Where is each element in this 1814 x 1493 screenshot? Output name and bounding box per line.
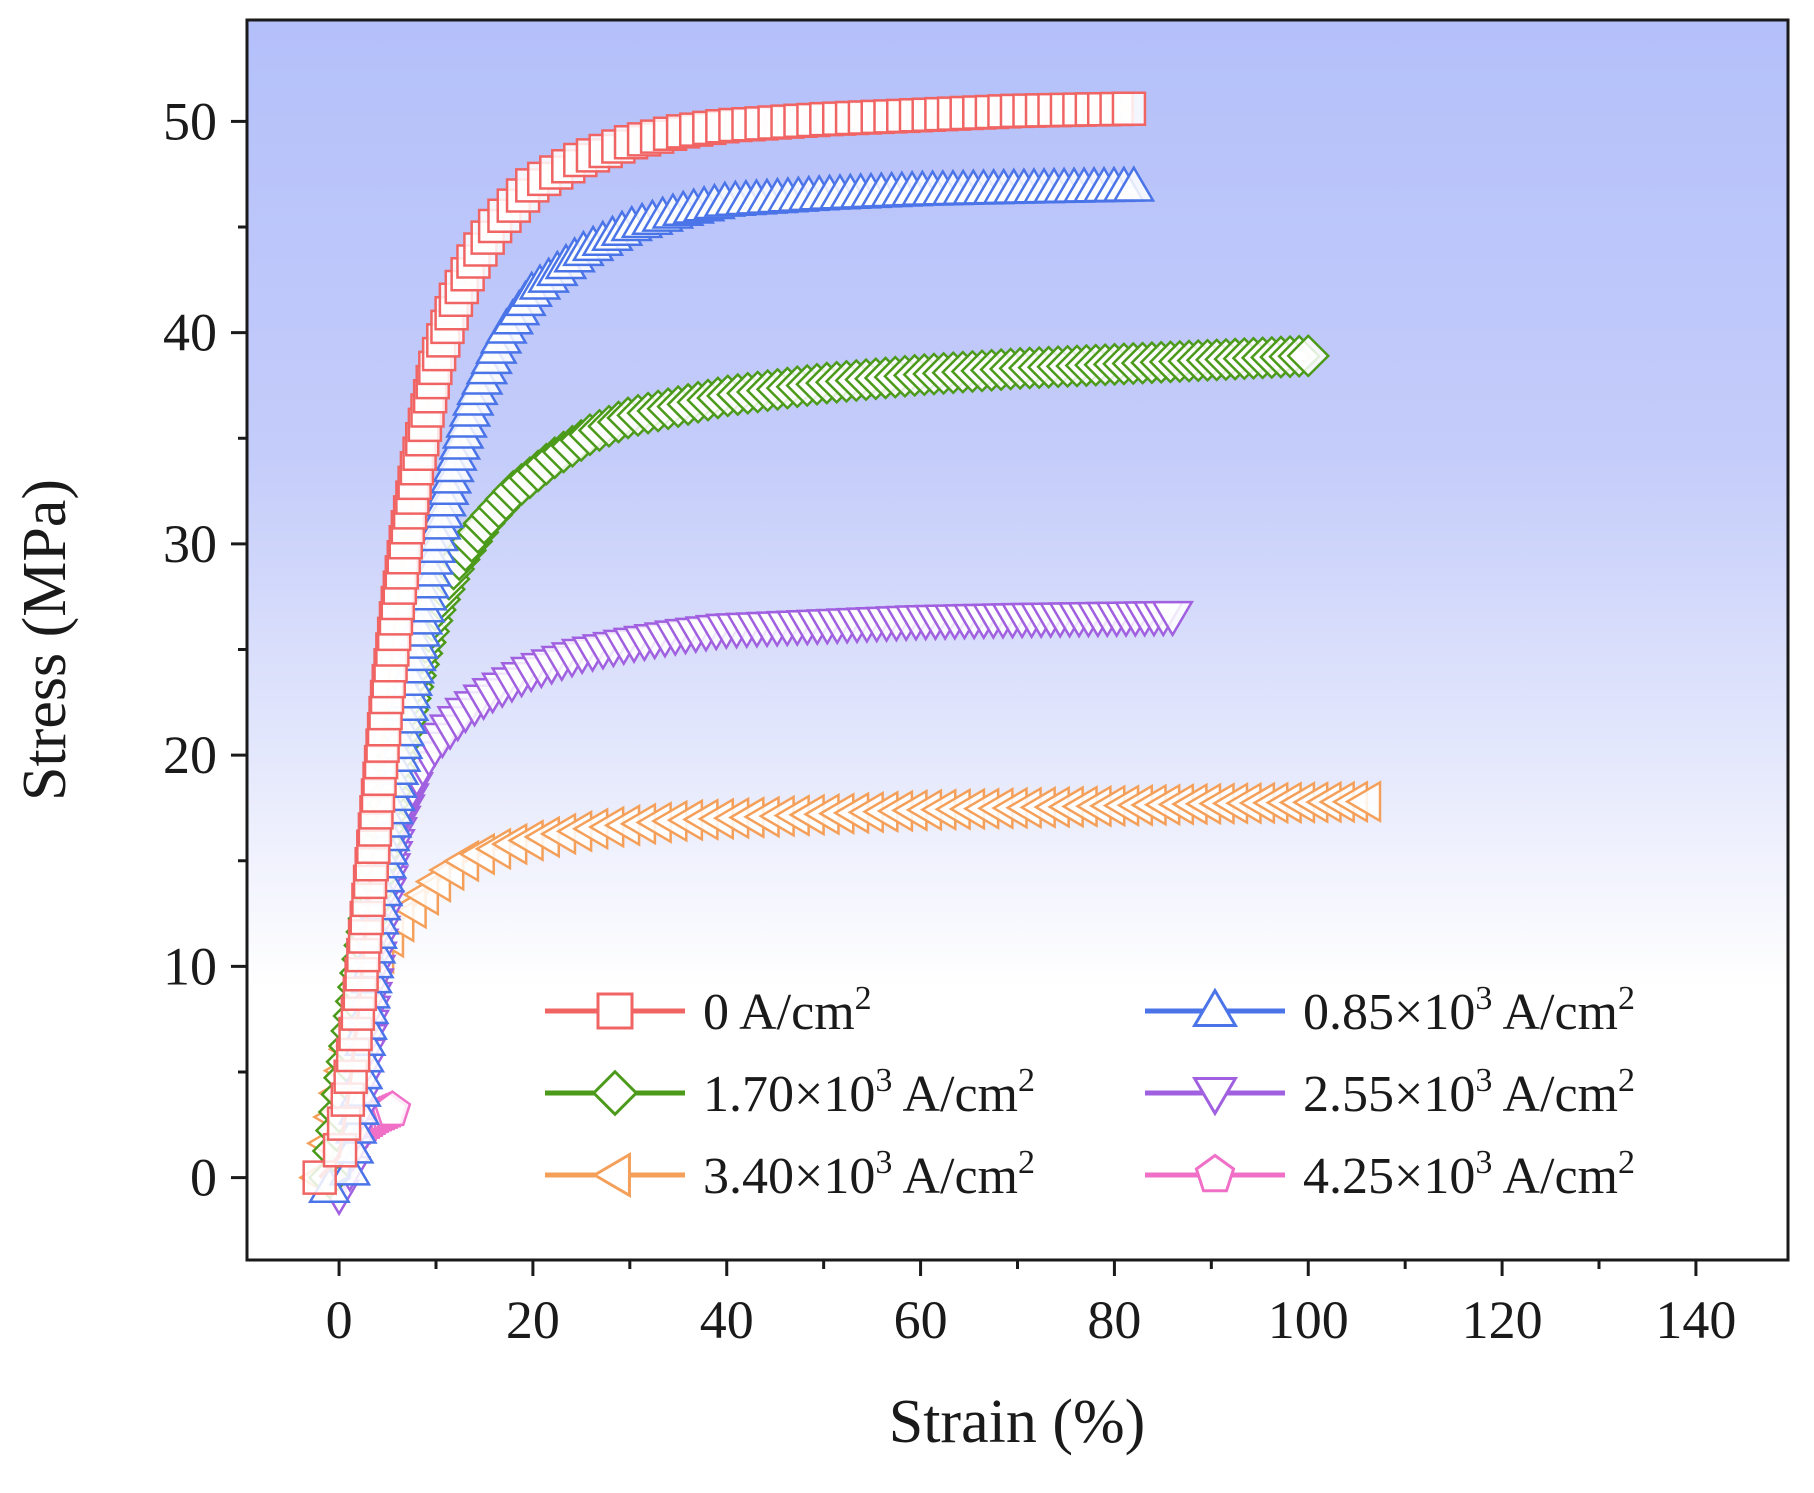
legend-marker [1191, 987, 1239, 1027]
y-tick-label: 30 [163, 514, 217, 574]
legend-marker [591, 1069, 639, 1117]
x-tick-label: 60 [894, 1290, 948, 1350]
legend-label: 3.40×103 A/cm2 [703, 1144, 1035, 1205]
x-tick-label: 140 [1655, 1290, 1736, 1350]
data-point [1344, 780, 1382, 823]
y-tick-label: 50 [163, 91, 217, 151]
legend-item: 0.85×103 A/cm2 [1145, 980, 1635, 1041]
x-tick-label: 40 [700, 1290, 754, 1350]
x-tick-label: 120 [1462, 1290, 1543, 1350]
legend-item: 0 A/cm2 [545, 980, 872, 1041]
legend-label: 0 A/cm2 [703, 980, 872, 1041]
x-tick-label: 20 [506, 1290, 560, 1350]
data-point [1151, 600, 1194, 638]
legend-item: 1.70×103 A/cm2 [545, 1062, 1035, 1123]
data-point [1286, 334, 1331, 378]
series-4 [298, 780, 1382, 1199]
x-axis-title: Strain (%) [889, 1388, 1146, 1456]
data-point [328, 1149, 372, 1186]
y-tick-label: 40 [163, 303, 217, 363]
axis-layer: 0 20 40 60 80 100 120 140 0 10 20 30 40 50 [163, 91, 1736, 1350]
legend-label: 2.55×103 A/cm2 [1303, 1062, 1635, 1123]
data-point [1111, 91, 1147, 126]
legend-item: 2.55×103 A/cm2 [1145, 1062, 1635, 1123]
legend: 0 A/cm2 0.85×103 A/cm2 1.70×103 A/cm2 2.55×… [545, 980, 1635, 1205]
legend-marker [596, 992, 634, 1030]
y-tick-label: 20 [163, 725, 217, 785]
y-tick-label: 0 [190, 1148, 217, 1208]
legend-marker [1191, 1077, 1239, 1117]
legend-label: 0.85×103 A/cm2 [1303, 980, 1635, 1041]
legend-marker [591, 1151, 631, 1199]
x-tick-label: 100 [1268, 1290, 1349, 1350]
legend-label: 4.25×103 A/cm2 [1303, 1144, 1635, 1205]
legend-item: 3.40×103 A/cm2 [545, 1144, 1035, 1205]
y-tick-label: 10 [163, 936, 217, 996]
x-tick-label: 80 [1087, 1290, 1141, 1350]
x-tick-label: 0 [326, 1290, 353, 1350]
series-0 [302, 91, 1147, 1195]
legend-label: 1.70×103 A/cm2 [703, 1062, 1035, 1123]
data-point [1112, 165, 1156, 202]
series-layer [298, 91, 1382, 1217]
y-axis-title: Stress (MPa) [11, 479, 79, 801]
legend-item: 4.25×103 A/cm2 [1145, 1144, 1635, 1205]
legend-marker [1194, 1153, 1236, 1193]
